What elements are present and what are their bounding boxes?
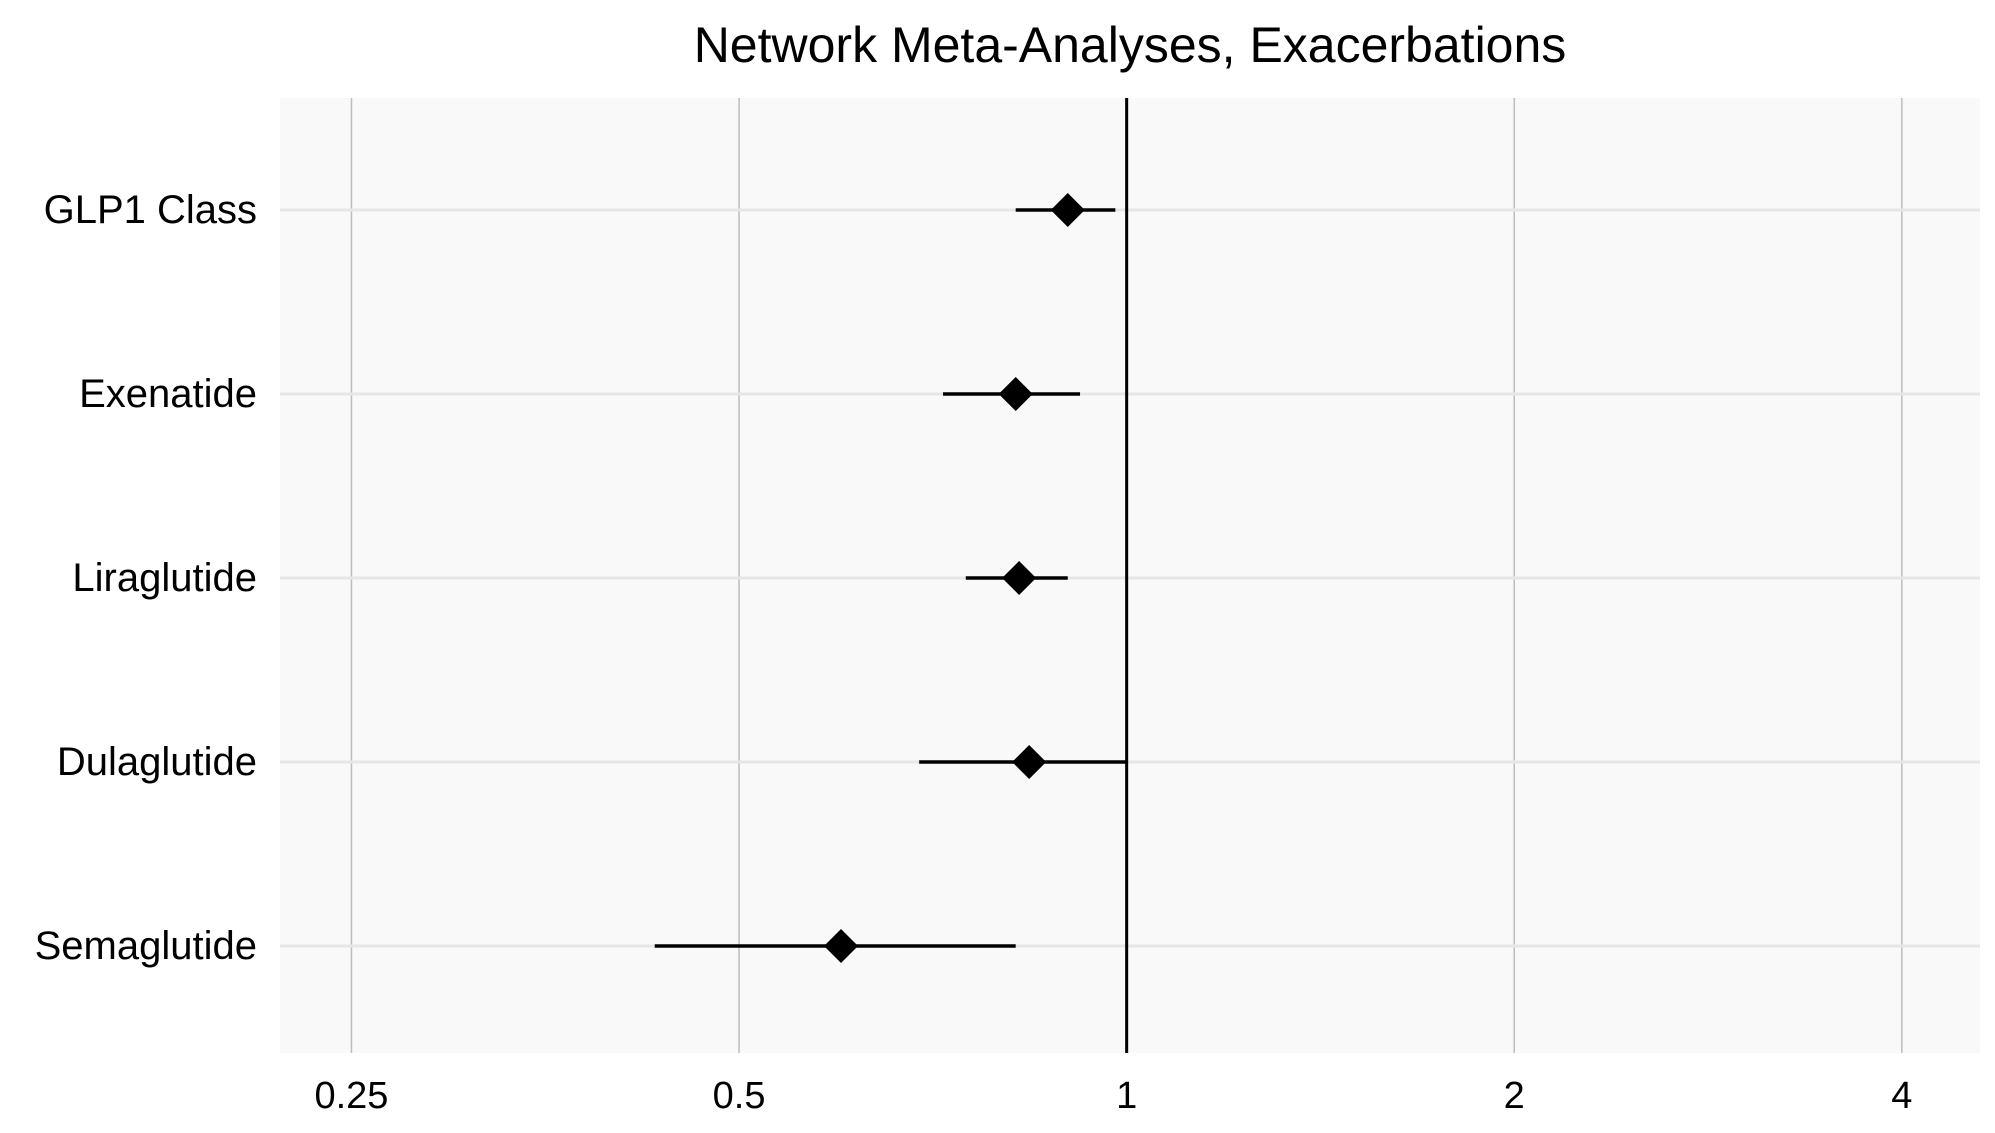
point-estimate-marker	[1012, 745, 1047, 779]
y-category-label: GLP1 Class	[44, 188, 257, 232]
y-axis-labels: GLP1 Class Exenatide Liraglutide Dulaglutid…	[35, 188, 257, 968]
point-estimate-marker	[998, 377, 1033, 411]
plot-panel	[280, 98, 1980, 1053]
marks-layer	[654, 193, 1127, 963]
y-category-label: Semaglutide	[35, 924, 257, 968]
x-tick-label: 2	[1504, 1075, 1525, 1117]
point-estimate-marker	[824, 929, 859, 963]
x-tick-label: 4	[1891, 1075, 1912, 1117]
x-tick-label: 1	[1116, 1075, 1137, 1117]
x-tick-label: 0.25	[314, 1075, 388, 1117]
y-category-label: Dulaglutide	[57, 740, 257, 784]
x-tick-label: 0.5	[713, 1075, 766, 1117]
chart-title: Network Meta-Analyses, Exacerbations	[694, 17, 1567, 73]
x-axis-labels: 0.25 0.5 1 2 4	[314, 1075, 1912, 1117]
point-estimate-marker	[1050, 193, 1085, 227]
point-estimate-marker	[1002, 561, 1037, 595]
y-category-label: Exenatide	[79, 372, 257, 416]
y-category-label: Liraglutide	[72, 556, 257, 600]
